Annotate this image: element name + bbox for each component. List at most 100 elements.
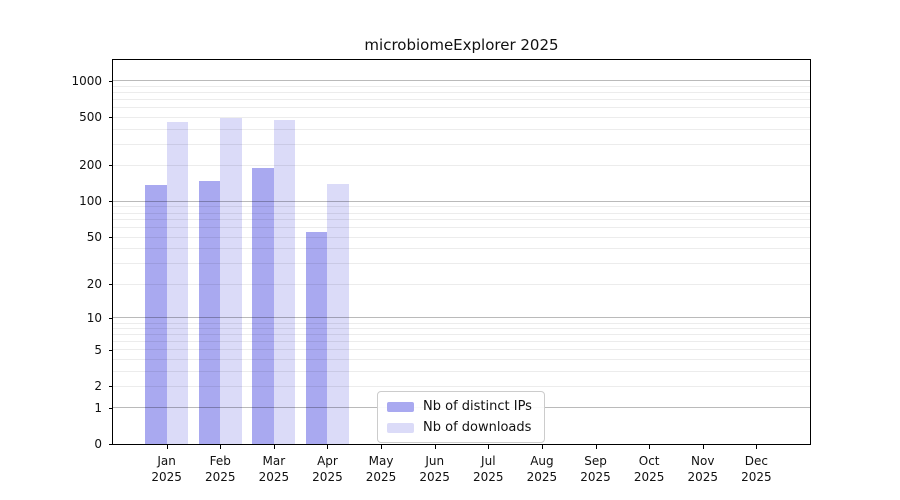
bar-nb-of-downloads-jan [166,121,189,444]
x-tick-mar [273,445,275,449]
gridline-900 [113,85,810,87]
gridline-60 [113,227,810,229]
y-tick-100 [109,201,113,203]
bar-nb-of-distinct-ips-feb [198,181,221,444]
legend: Nb of distinct IPs Nb of downloads [377,391,545,443]
x-tick-year: 2025 [365,470,397,484]
x-tick-year: 2025 [151,470,182,484]
chart-title: microbiomeExplorer 2025 [364,36,559,54]
gridline-700 [113,99,810,101]
x-tick-sep [595,445,597,449]
x-tick-apr [327,445,329,449]
x-tick-year: 2025 [258,470,290,484]
x-tick-may [381,445,383,449]
bar-nb-of-downloads-apr [327,183,349,444]
plot-area: Nb of distinct IPs Nb of downloads [112,59,811,445]
gridline-1000 [113,80,810,82]
gridline-50 [113,236,810,238]
y-axis: 0 1 2 5 10 20 50 100 200 500 1000 [0,60,113,454]
y-tick-1 [109,407,113,409]
bar-nb-of-distinct-ips-apr [305,231,328,444]
x-tick-label-apr: Apr 2025 [297,453,357,485]
x-tick-label-nov: Nov 2025 [673,453,733,485]
y-tick-20 [109,284,113,285]
gridline-600 [113,107,810,109]
x-tick-month: Nov [691,454,715,468]
gridline-80 [113,212,810,214]
x-tick-month: Aug [530,454,554,468]
gridline-6 [113,341,810,343]
gridline-200 [113,164,810,166]
x-tick-year: 2025 [687,470,719,484]
x-tick-label-dec: Dec 2025 [726,453,786,485]
gridline-90 [113,206,810,208]
x-tick-month: May [368,454,394,468]
x-tick-jan [166,445,168,449]
x-tick-label-mar: Mar 2025 [244,453,304,485]
gridline-400 [113,128,810,130]
x-tick-month: Sep [584,454,607,468]
gridline-5 [113,349,810,351]
gridline-40 [113,248,810,250]
gridline-9 [113,322,810,324]
gridline-3 [113,370,810,372]
y-tick-50 [109,237,113,239]
y-tick-2 [109,386,113,388]
y-tick-10 [109,317,113,319]
gridline-70 [113,219,810,221]
x-tick-label-sep: Sep 2025 [566,453,626,485]
gridline-4 [113,358,810,360]
gridline-2 [113,385,810,387]
x-tick-label-jun: Jun 2025 [405,453,465,485]
x-tick-oct [649,445,651,449]
x-tick-feb [220,445,222,449]
y-tick-label-0: 0 [94,437,102,451]
x-tick-year: 2025 [419,470,450,484]
x-tick-year: 2025 [204,470,236,484]
y-tick-200 [109,165,113,167]
x-axis: Jan 2025 Feb 2025 Mar 2025 Apr 2025 May 2025 Jun 20… [113,444,810,500]
bar-nb-of-downloads-mar [273,119,296,444]
bars-layer [113,60,810,444]
y-tick-500 [109,117,113,119]
legend-item-downloads: Nb of downloads [387,419,535,436]
bar-nb-of-distinct-ips-mar [252,168,274,444]
bar-nb-of-downloads-feb [220,117,242,444]
gridline-8 [113,328,810,330]
x-tick-dec [756,445,758,449]
y-tick-label-50: 50 [86,230,102,245]
y-tick-label-5: 5 [94,342,102,357]
x-tick-month: Jan [157,454,176,468]
x-tick-label-aug: Aug 2025 [512,453,572,485]
gridline-800 [113,92,810,94]
x-tick-label-jan: Jan 2025 [137,453,197,485]
y-tick-label-1: 1 [94,400,102,415]
x-tick-month: Feb [209,454,231,468]
y-tick-label-2: 2 [94,379,102,394]
y-tick-label-500: 500 [79,110,102,125]
gridline-20 [113,283,810,285]
y-tick-5 [109,349,113,351]
gridline-500 [113,116,810,118]
x-tick-year: 2025 [580,470,611,484]
x-tick-year: 2025 [473,470,504,484]
x-tick-aug [541,445,543,449]
legend-label-distinct-ips: Nb of distinct IPs [423,399,532,414]
y-tick-label-20: 20 [86,277,102,291]
gridline-300 [113,143,810,145]
y-tick-label-1000: 1000 [71,73,102,88]
legend-item-distinct-ips: Nb of distinct IPs [387,398,535,415]
x-tick-month: Dec [744,454,768,468]
x-tick-nov [702,445,704,449]
x-tick-year: 2025 [312,470,343,484]
legend-swatch-distinct-ips [387,401,414,412]
y-tick-label-200: 200 [79,158,102,173]
x-tick-year: 2025 [633,470,665,484]
x-tick-month: Jun [425,454,445,468]
x-tick-month: Jul [481,454,496,468]
y-tick-1000 [109,80,113,82]
x-tick-label-may: May 2025 [351,453,411,485]
x-tick-month: Mar [262,454,286,468]
x-tick-year: 2025 [526,470,558,484]
